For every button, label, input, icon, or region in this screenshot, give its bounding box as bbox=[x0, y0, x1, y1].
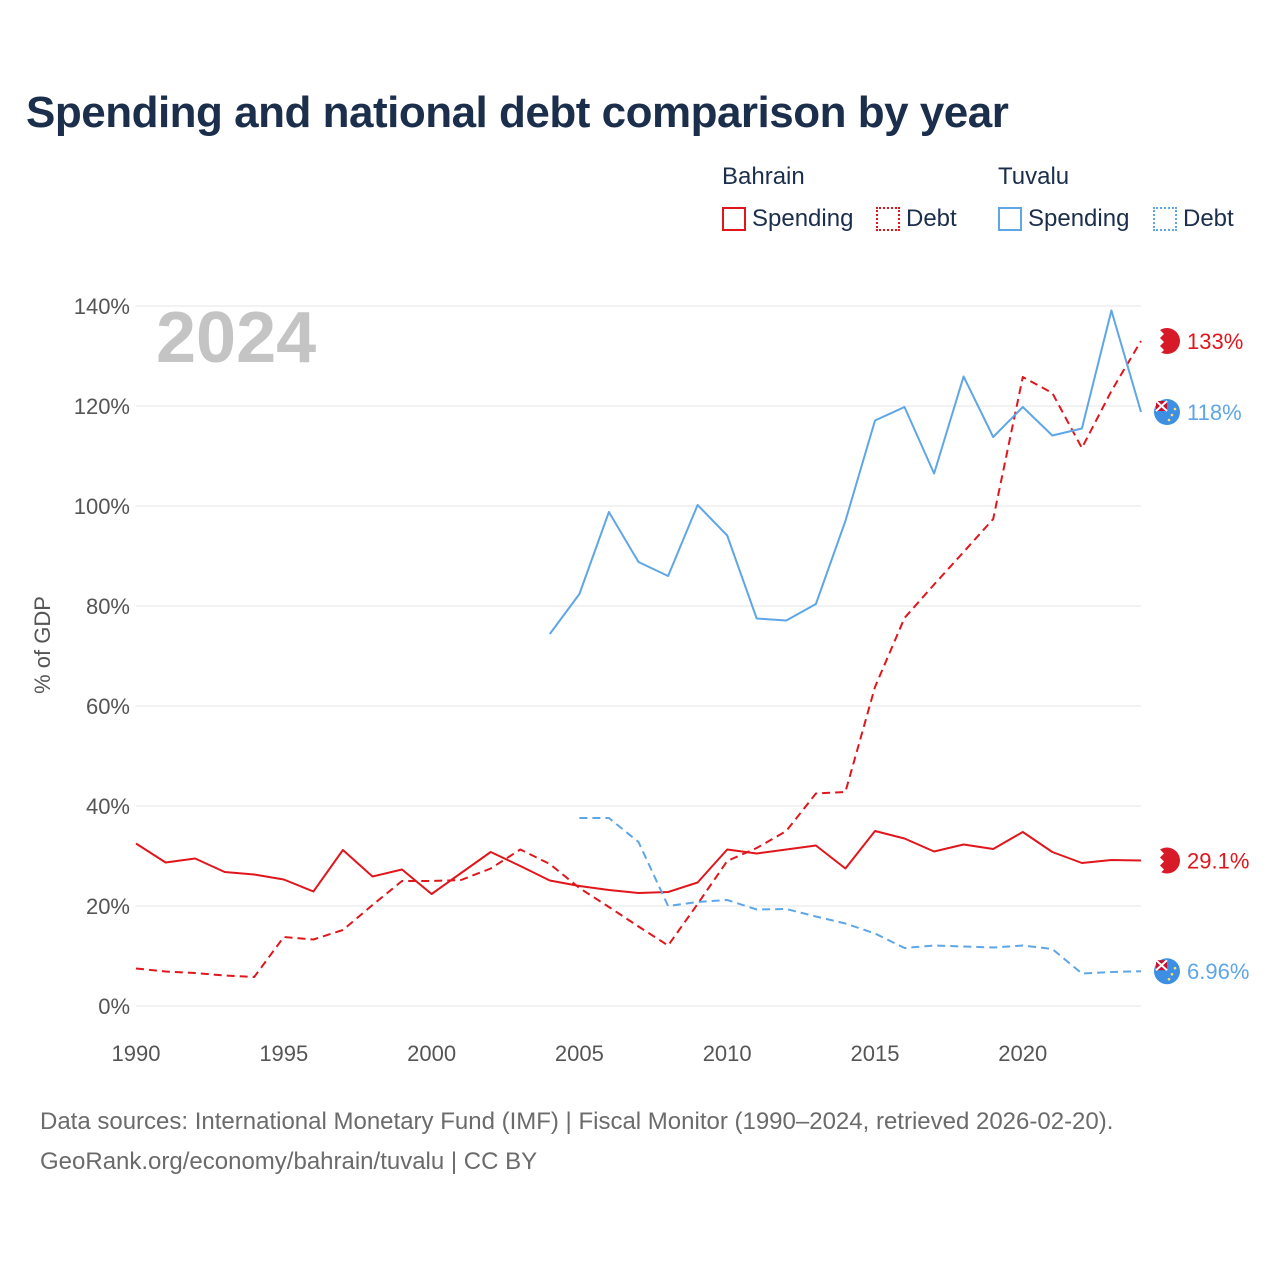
end-label-tuvalu-debt: 6.96% bbox=[1187, 959, 1249, 984]
series-line-bahrain-spending bbox=[135, 830, 1142, 895]
x-tick-label: 2015 bbox=[850, 1041, 899, 1066]
tuvalu-flag-cross bbox=[1155, 400, 1168, 412]
legend-label: Debt bbox=[1183, 205, 1234, 232]
series-line-tuvalu-spending bbox=[548, 309, 1142, 635]
legend-item-bahrain-spending[interactable]: Spending bbox=[722, 204, 853, 234]
legend-item-tuvalu-spending[interactable]: Spending bbox=[998, 204, 1129, 234]
y-axis-label: % of GDP bbox=[30, 596, 55, 694]
y-tick-label: 140% bbox=[74, 294, 130, 319]
legend-swatch-solid-icon bbox=[722, 207, 746, 231]
legend-label: Spending bbox=[1028, 205, 1130, 232]
legend-swatch-dotted-icon bbox=[1153, 207, 1177, 231]
x-tick-label: 2010 bbox=[703, 1041, 752, 1066]
bahrain-flag-stripe bbox=[1154, 330, 1164, 354]
legend-item-tuvalu-debt[interactable]: Debt bbox=[1153, 204, 1234, 234]
y-tick-label: 120% bbox=[74, 394, 130, 419]
tuvalu-flag-star bbox=[1170, 413, 1174, 417]
end-label-bahrain-debt: 133% bbox=[1187, 329, 1243, 354]
end-label-bahrain-spending: 29.1% bbox=[1187, 849, 1249, 874]
tuvalu-flag-star bbox=[1173, 407, 1177, 411]
legend-swatch-dotted-icon bbox=[876, 207, 900, 231]
tuvalu-flag-star bbox=[1167, 418, 1171, 422]
legend-swatch-solid-icon bbox=[998, 207, 1022, 231]
legend-label: Debt bbox=[906, 205, 957, 232]
tuvalu-flag-star bbox=[1173, 966, 1177, 970]
x-tick-label: 2005 bbox=[555, 1041, 604, 1066]
x-tick-label: 1990 bbox=[112, 1041, 161, 1066]
tuvalu-flag-star bbox=[1167, 977, 1171, 981]
legend-group-bahrain: Bahrain bbox=[722, 163, 805, 190]
y-tick-label: 20% bbox=[86, 894, 130, 919]
legend-item-bahrain-debt[interactable]: Debt bbox=[876, 204, 957, 234]
year-watermark: 2024 bbox=[156, 298, 316, 378]
y-tick-label: 60% bbox=[86, 694, 130, 719]
legend-label: Spending bbox=[752, 205, 854, 232]
x-tick-label: 2000 bbox=[407, 1041, 456, 1066]
y-tick-label: 100% bbox=[74, 494, 130, 519]
y-tick-label: 0% bbox=[98, 994, 130, 1019]
series-line-tuvalu-debt bbox=[579, 817, 1142, 975]
legend-group-tuvalu: Tuvalu bbox=[998, 163, 1070, 190]
end-label-tuvalu-spending: 118% bbox=[1187, 400, 1242, 425]
footer-attribution: GeoRank.org/economy/bahrain/tuvalu | CC … bbox=[40, 1148, 538, 1175]
tuvalu-flag-cross bbox=[1155, 959, 1168, 971]
y-tick-label: 40% bbox=[86, 794, 130, 819]
x-tick-label: 1995 bbox=[259, 1041, 308, 1066]
bahrain-flag-stripe bbox=[1154, 849, 1164, 874]
footer-sources: Data sources: International Monetary Fun… bbox=[40, 1108, 1114, 1135]
series-line-bahrain-debt bbox=[135, 340, 1142, 978]
tuvalu-flag-star bbox=[1170, 972, 1174, 976]
page-title: Spending and national debt comparison by… bbox=[26, 88, 1009, 137]
x-tick-label: 2020 bbox=[998, 1041, 1047, 1066]
y-tick-label: 80% bbox=[86, 594, 130, 619]
